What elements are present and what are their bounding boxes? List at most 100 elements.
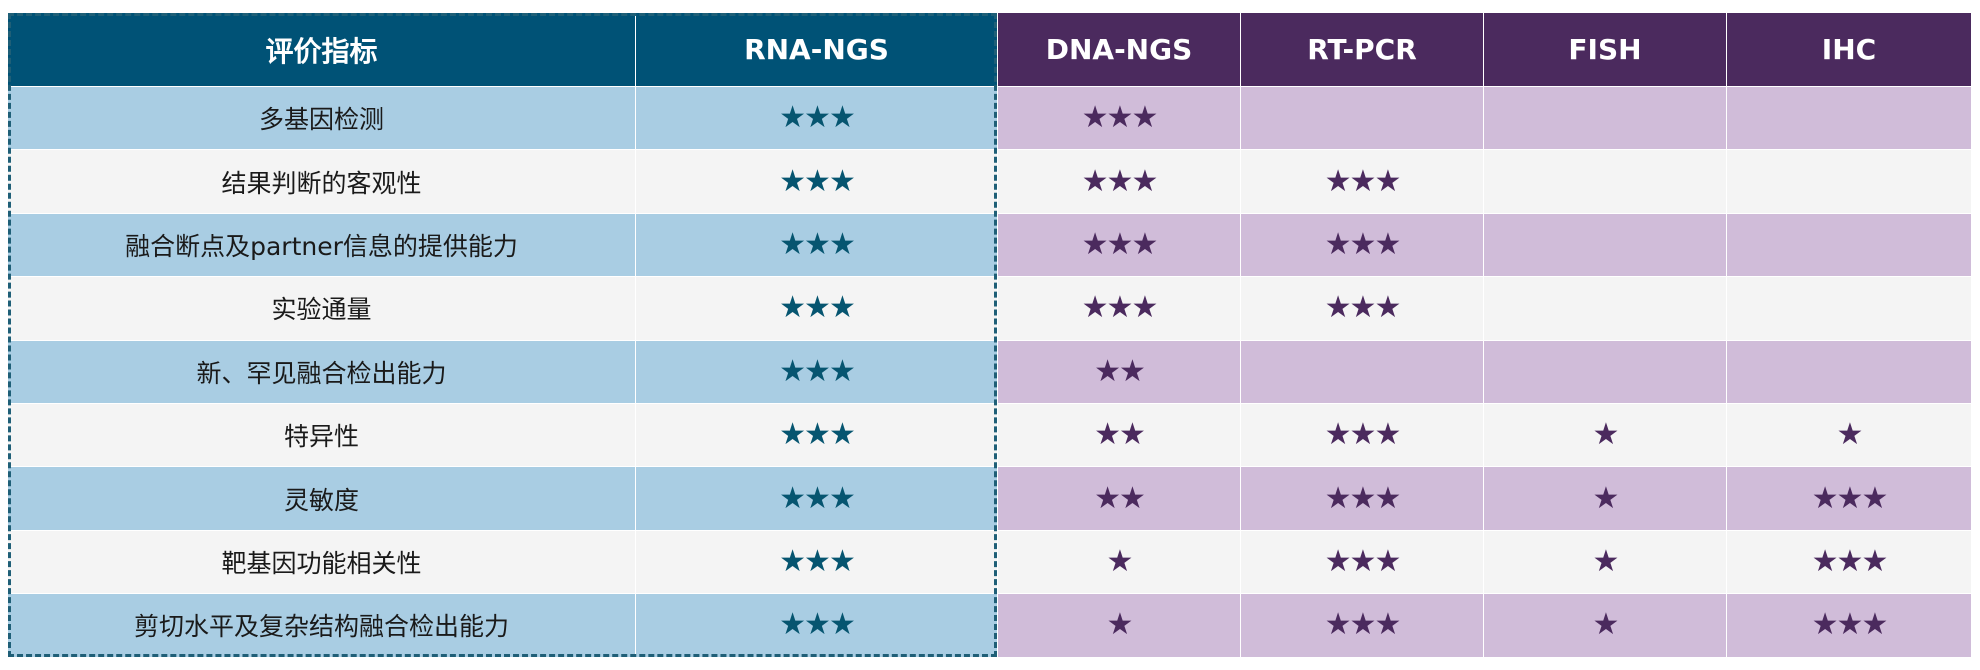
star-rating: ★★★ xyxy=(1324,163,1402,199)
row-label: 特异性 xyxy=(8,403,636,468)
rating-rna-ngs: ★★★ xyxy=(636,403,998,468)
star-rating: ★★★ xyxy=(779,417,856,453)
comparison-table: 评价指标 RNA-NGS DNA-NGS RT-PCR FISH IHC 多基因… xyxy=(8,13,1971,659)
rating-dna-ngs: ★★ xyxy=(998,340,1241,404)
header-dna-ngs: DNA-NGS xyxy=(998,13,1241,87)
rating-ihc: ★★★ xyxy=(1727,530,1971,595)
header-ihc: IHC xyxy=(1727,13,1971,87)
star-rating: ★★ xyxy=(1094,480,1146,516)
rating-rt-pcr: ★★★ xyxy=(1241,594,1484,658)
star-rating: ★★★ xyxy=(1081,290,1159,326)
rating-ihc: ★★★ xyxy=(1727,467,1971,531)
star-rating: ★★ xyxy=(1094,417,1146,453)
rating-rna-ngs: ★★★ xyxy=(636,530,998,595)
star-rating: ★★★ xyxy=(1081,226,1159,262)
rating-ihc: ★ xyxy=(1727,403,1971,468)
star-rating: ★★★ xyxy=(1324,290,1402,326)
rating-fish xyxy=(1484,87,1727,151)
rating-ihc xyxy=(1727,150,1971,214)
row-label: 剪切水平及复杂结构融合检出能力 xyxy=(8,594,636,658)
star-rating: ★★★ xyxy=(779,290,856,326)
star-rating: ★★★ xyxy=(1811,543,1889,579)
table-row: 剪切水平及复杂结构融合检出能力 ★★★ ★ ★★★ ★ ★★★ xyxy=(8,594,1971,658)
star-rating: ★★★ xyxy=(1324,607,1402,643)
rating-rna-ngs: ★★★ xyxy=(636,150,998,214)
header-rt-pcr: RT-PCR xyxy=(1241,13,1484,87)
header-criteria: 评价指标 xyxy=(8,13,636,87)
rating-dna-ngs: ★★★ xyxy=(998,277,1241,341)
star-rating: ★★ xyxy=(1094,353,1146,389)
rating-ihc xyxy=(1727,213,1971,278)
rating-fish xyxy=(1484,277,1727,341)
table-row: 实验通量 ★★★ ★★★ ★★★ xyxy=(8,277,1971,341)
star-rating: ★★★ xyxy=(779,480,856,516)
table-row: 靶基因功能相关性 ★★★ ★ ★★★ ★ ★★★ xyxy=(8,530,1971,595)
rating-rna-ngs: ★★★ xyxy=(636,277,998,341)
rating-dna-ngs: ★★ xyxy=(998,467,1241,531)
rating-dna-ngs: ★★★ xyxy=(998,150,1241,214)
star-rating: ★★★ xyxy=(1811,607,1889,643)
star-rating: ★★★ xyxy=(779,226,856,262)
table-row: 特异性 ★★★ ★★ ★★★ ★ ★ xyxy=(8,403,1971,468)
table-header: 评价指标 RNA-NGS DNA-NGS RT-PCR FISH IHC xyxy=(8,13,1971,87)
star-rating: ★ xyxy=(1592,543,1620,579)
row-label: 融合断点及partner信息的提供能力 xyxy=(8,213,636,278)
rating-dna-ngs: ★★★ xyxy=(998,87,1241,151)
star-rating: ★ xyxy=(1106,543,1134,579)
row-label: 灵敏度 xyxy=(8,467,636,531)
star-rating: ★★★ xyxy=(1081,163,1159,199)
rating-dna-ngs: ★ xyxy=(998,530,1241,595)
star-rating: ★ xyxy=(1592,417,1620,453)
table-row: 灵敏度 ★★★ ★★ ★★★ ★ ★★★ xyxy=(8,467,1971,531)
rating-rna-ngs: ★★★ xyxy=(636,467,998,531)
table-row: 融合断点及partner信息的提供能力 ★★★ ★★★ ★★★ xyxy=(8,213,1971,278)
rating-rna-ngs: ★★★ xyxy=(636,87,998,151)
star-rating: ★★★ xyxy=(1811,480,1889,516)
rating-rt-pcr: ★★★ xyxy=(1241,467,1484,531)
row-label: 新、罕见融合检出能力 xyxy=(8,340,636,404)
rating-dna-ngs: ★★ xyxy=(998,403,1241,468)
star-rating: ★★★ xyxy=(779,100,856,136)
table-row: 多基因检测 ★★★ ★★★ xyxy=(8,87,1971,151)
star-rating: ★★★ xyxy=(1081,100,1159,136)
rating-rt-pcr: ★★★ xyxy=(1241,213,1484,278)
rating-ihc xyxy=(1727,87,1971,151)
star-rating: ★ xyxy=(1592,480,1620,516)
rating-rt-pcr xyxy=(1241,340,1484,404)
table-row: 新、罕见融合检出能力 ★★★ ★★ xyxy=(8,340,1971,404)
rating-dna-ngs: ★★★ xyxy=(998,213,1241,278)
star-rating: ★★★ xyxy=(779,607,856,643)
row-label: 靶基因功能相关性 xyxy=(8,530,636,595)
rating-rna-ngs: ★★★ xyxy=(636,213,998,278)
star-rating: ★★★ xyxy=(779,353,856,389)
rating-ihc xyxy=(1727,340,1971,404)
star-rating: ★★★ xyxy=(1324,417,1402,453)
header-fish: FISH xyxy=(1484,13,1727,87)
rating-rt-pcr: ★★★ xyxy=(1241,403,1484,468)
rating-fish: ★ xyxy=(1484,530,1727,595)
star-rating: ★ xyxy=(1106,607,1134,643)
rating-ihc xyxy=(1727,277,1971,341)
rating-rna-ngs: ★★★ xyxy=(636,594,998,658)
rating-fish xyxy=(1484,150,1727,214)
row-label: 多基因检测 xyxy=(8,87,636,151)
star-rating: ★★★ xyxy=(1324,480,1402,516)
rating-dna-ngs: ★ xyxy=(998,594,1241,658)
star-rating: ★★★ xyxy=(1324,543,1402,579)
rating-fish: ★ xyxy=(1484,467,1727,531)
star-rating: ★ xyxy=(1592,607,1620,643)
rating-rt-pcr: ★★★ xyxy=(1241,150,1484,214)
rating-fish xyxy=(1484,213,1727,278)
star-rating: ★ xyxy=(1836,417,1864,453)
row-label: 实验通量 xyxy=(8,277,636,341)
rating-rna-ngs: ★★★ xyxy=(636,340,998,404)
star-rating: ★★★ xyxy=(1324,226,1402,262)
row-label: 结果判断的客观性 xyxy=(8,150,636,214)
star-rating: ★★★ xyxy=(779,543,856,579)
table-row: 结果判断的客观性 ★★★ ★★★ ★★★ xyxy=(8,150,1971,214)
star-rating: ★★★ xyxy=(779,163,856,199)
rating-rt-pcr: ★★★ xyxy=(1241,277,1484,341)
rating-fish: ★ xyxy=(1484,594,1727,658)
rating-ihc: ★★★ xyxy=(1727,594,1971,658)
rating-rt-pcr: ★★★ xyxy=(1241,530,1484,595)
